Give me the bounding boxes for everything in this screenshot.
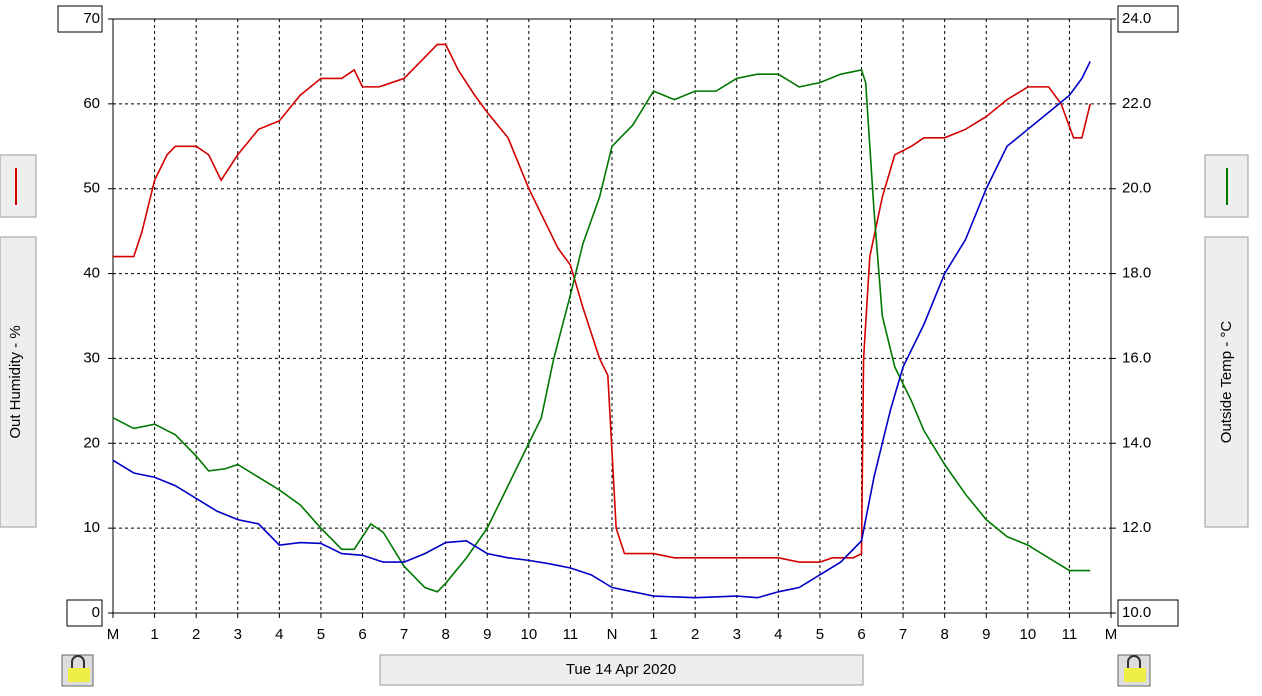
- x-tick-label: 8: [441, 626, 449, 643]
- x-tick-label: 4: [774, 626, 782, 643]
- y2-tick-label: 20.0: [1122, 180, 1151, 197]
- x-tick-label: 8: [940, 626, 948, 643]
- y-tick-label: 40: [83, 265, 100, 282]
- y-tick-label: 60: [83, 95, 100, 112]
- tick-box: [1117, 5, 1179, 33]
- x-tick-label: 3: [733, 626, 741, 643]
- x-tick-label: 6: [857, 626, 865, 643]
- tick-box: [57, 5, 103, 33]
- series-line: [113, 43, 1091, 563]
- x-tick-label: 5: [317, 626, 325, 643]
- y-tick-label: 0: [92, 604, 100, 621]
- x-tick-label: M: [1105, 626, 1118, 643]
- series-line: [112, 61, 1091, 599]
- x-tick-label: 11: [1062, 626, 1078, 643]
- y-tick-label: 10: [83, 519, 100, 536]
- y-tick-label: 20: [83, 434, 100, 451]
- x-tick-label: M: [107, 626, 120, 643]
- y-axis-label: Out Humidity - %: [7, 325, 24, 438]
- y-tick-label: 50: [83, 180, 100, 197]
- date-bar[interactable]: [379, 654, 864, 686]
- legend-button[interactable]: [0, 154, 37, 218]
- x-tick-label: 11: [563, 626, 579, 643]
- lock-icon[interactable]: [61, 654, 94, 687]
- x-tick-label: 4: [275, 626, 283, 643]
- x-tick-label: 2: [691, 626, 699, 643]
- tick-box: [1117, 599, 1179, 627]
- tick-box: [66, 599, 103, 627]
- x-tick-label: 10: [520, 626, 537, 643]
- x-tick-label: 7: [899, 626, 907, 643]
- y2-tick-label: 12.0: [1122, 519, 1151, 536]
- y2-axis-label: Outside Temp - °C: [1218, 321, 1235, 444]
- x-tick-label: 1: [649, 626, 657, 643]
- series-line: [112, 68, 1091, 593]
- y-tick-label: 70: [83, 10, 100, 27]
- x-axis-label: Tue 14 Apr 2020: [566, 661, 676, 678]
- x-tick-label: 3: [234, 626, 242, 643]
- axis-panel: [1204, 236, 1249, 528]
- axis-panel: [0, 236, 37, 528]
- x-tick-label: 9: [483, 626, 491, 643]
- x-tick-label: N: [607, 626, 618, 643]
- y2-tick-label: 10.0: [1122, 604, 1151, 621]
- x-tick-label: 5: [816, 626, 824, 643]
- lock-icon[interactable]: [1117, 654, 1151, 687]
- y2-tick-label: 18.0: [1122, 265, 1151, 282]
- x-tick-label: 7: [400, 626, 408, 643]
- x-tick-label: 9: [982, 626, 990, 643]
- x-tick-label: 10: [1019, 626, 1036, 643]
- y2-tick-label: 24.0: [1122, 10, 1151, 27]
- x-tick-label: 2: [192, 626, 200, 643]
- x-tick-label: 6: [358, 626, 366, 643]
- y2-tick-label: 14.0: [1122, 434, 1151, 451]
- y2-tick-label: 16.0: [1122, 349, 1151, 366]
- y2-tick-label: 22.0: [1122, 95, 1151, 112]
- y-tick-label: 30: [83, 349, 100, 366]
- x-tick-label: 1: [150, 626, 158, 643]
